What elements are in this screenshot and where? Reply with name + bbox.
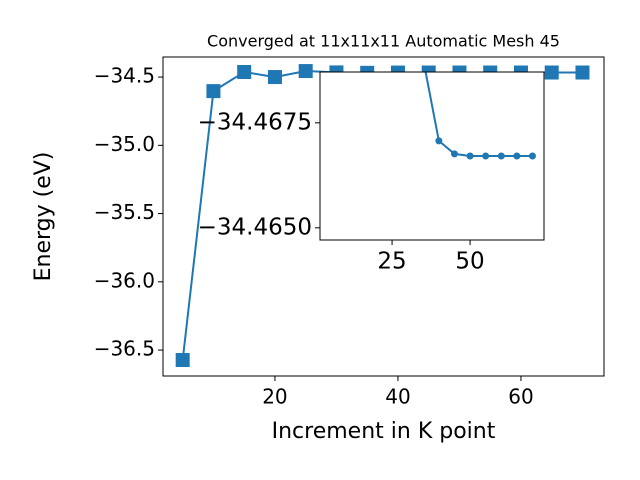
marker (528, 152, 536, 160)
marker (497, 152, 505, 160)
marker (435, 137, 443, 145)
y-tick-label: −36.5 (94, 337, 155, 361)
marker (466, 152, 474, 160)
chart-title: Converged at 11x11x11 Automatic Mesh 45 (207, 32, 560, 51)
x-tick-label: 25 (377, 249, 406, 275)
y-tick-label: −35.0 (94, 132, 155, 156)
x-axis-label: Increment in K point (272, 419, 496, 444)
plot-frame (162, 56, 605, 377)
y-tick-label: −36.0 (94, 268, 155, 292)
marker (298, 64, 313, 79)
marker (237, 65, 252, 80)
marker (267, 70, 282, 85)
x-tick-label: 40 (385, 385, 410, 409)
x-tick-label: 50 (455, 249, 484, 275)
plot: 25 50 −34.4675 −34.4650 (198, 71, 545, 275)
marker (482, 152, 490, 160)
y-tick-label: −35.5 (94, 200, 155, 224)
x-tick-label: 20 (262, 385, 287, 409)
marker (450, 150, 458, 158)
marker (513, 152, 521, 160)
y-tick-label: −34.4675 (198, 109, 312, 135)
marker (206, 84, 221, 99)
y-tick-label: −34.4650 (198, 214, 312, 240)
marker (575, 65, 590, 80)
x-tick-label: 60 (508, 385, 533, 409)
y-axis-label: Energy (eV) (31, 152, 56, 282)
marker (175, 353, 190, 368)
marker (544, 65, 559, 80)
y-tick-label: −34.5 (94, 64, 155, 88)
plot-frame (319, 71, 545, 241)
series-group (424, 72, 536, 160)
